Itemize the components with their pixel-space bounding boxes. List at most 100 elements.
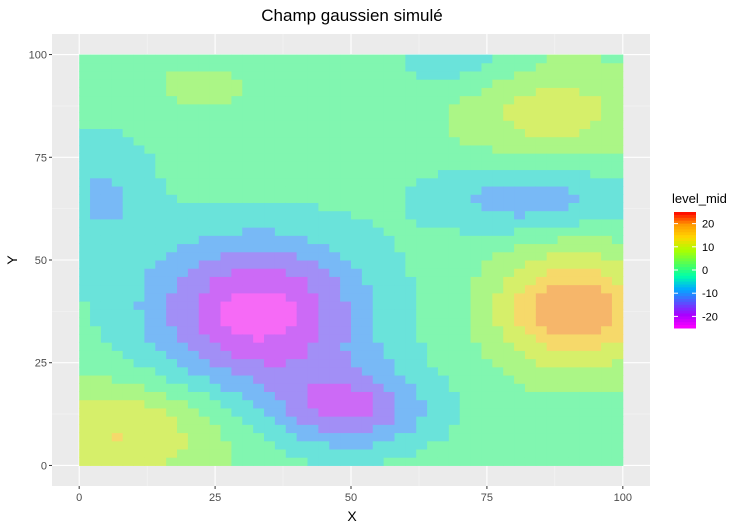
heatmap-cell <box>220 260 232 269</box>
heatmap-cell <box>177 342 189 351</box>
heatmap-cell <box>427 449 439 458</box>
heatmap-cell <box>351 62 363 72</box>
heatmap-cell <box>253 301 265 310</box>
heatmap-cell <box>242 284 254 294</box>
heatmap-cell <box>351 375 363 384</box>
heatmap-cell <box>285 186 298 195</box>
heatmap-cell <box>503 457 515 466</box>
heatmap-cell <box>187 358 200 368</box>
heatmap-cell <box>427 391 439 401</box>
heatmap-cell <box>187 260 200 269</box>
heatmap-cell <box>155 177 167 187</box>
heatmap-cell <box>405 358 417 368</box>
heatmap-cell <box>111 276 124 286</box>
heatmap-cell <box>568 227 580 236</box>
heatmap-cell <box>535 87 548 97</box>
heatmap-cell <box>198 95 211 105</box>
heatmap-cell <box>448 251 461 261</box>
heatmap-cell <box>459 325 472 335</box>
heatmap-cell <box>144 153 156 162</box>
heatmap-cell <box>100 169 113 179</box>
heatmap-cell <box>187 194 200 203</box>
heatmap-cell <box>579 391 591 401</box>
heatmap-cell <box>100 317 113 327</box>
heatmap-cell <box>394 342 406 351</box>
heatmap-cell <box>155 449 167 458</box>
heatmap-cell <box>416 103 428 113</box>
heatmap-cell <box>133 128 145 138</box>
heatmap-cell <box>231 227 243 236</box>
heatmap-cell <box>492 144 504 154</box>
heatmap-cell <box>557 95 569 105</box>
heatmap-cell <box>220 218 232 228</box>
heatmap-cell <box>568 177 580 187</box>
heatmap-cell <box>427 383 439 392</box>
heatmap-cell <box>361 169 374 179</box>
heatmap-cell <box>122 399 135 409</box>
heatmap-cell <box>361 120 374 130</box>
heatmap-cell <box>90 112 102 121</box>
heatmap-cell <box>242 128 254 138</box>
heatmap-cell <box>492 194 504 203</box>
heatmap-cell <box>133 227 145 236</box>
heatmap-cell <box>427 161 439 171</box>
heatmap-cell <box>416 416 428 425</box>
heatmap-cell <box>470 399 482 409</box>
heatmap-cell <box>351 358 363 368</box>
heatmap-cell <box>470 309 482 319</box>
legend-color-segment <box>674 296 696 300</box>
heatmap-cell <box>492 235 504 245</box>
heatmap-cell <box>122 177 135 187</box>
heatmap-cell <box>79 235 91 245</box>
heatmap-cell <box>590 243 602 253</box>
heatmap-cell <box>372 194 385 203</box>
heatmap-cell <box>514 350 526 360</box>
heatmap-cell <box>514 136 526 146</box>
heatmap-cell <box>524 194 537 203</box>
heatmap-cell <box>372 169 385 179</box>
heatmap-cell <box>79 186 91 195</box>
heatmap-cell <box>503 301 515 310</box>
heatmap-cell <box>242 260 254 269</box>
heatmap-cell <box>285 383 298 392</box>
heatmap-cell <box>459 128 472 138</box>
heatmap-cell <box>611 342 624 351</box>
heatmap-cell <box>514 153 526 162</box>
heatmap-cell <box>264 309 276 319</box>
heatmap-cell <box>90 325 102 335</box>
heatmap-cell <box>144 243 156 253</box>
heatmap-cell <box>546 120 559 130</box>
heatmap-cell <box>405 260 417 269</box>
heatmap-cell <box>177 227 189 236</box>
heatmap-cell <box>133 416 145 425</box>
heatmap-cell <box>394 54 406 64</box>
heatmap-cell <box>568 391 580 401</box>
heatmap-cell <box>111 391 124 401</box>
heatmap-cell <box>133 424 145 434</box>
heatmap-cell <box>144 260 156 269</box>
heatmap-cell <box>90 309 102 319</box>
legend-color-segment <box>674 246 696 251</box>
heatmap-cell <box>524 375 537 384</box>
heatmap-cell <box>133 70 145 80</box>
heatmap-cell <box>79 260 91 269</box>
heatmap-cell <box>133 169 145 179</box>
heatmap-cell <box>579 136 591 146</box>
heatmap-cell <box>209 260 222 269</box>
heatmap-cell <box>166 292 178 302</box>
heatmap-cell <box>492 210 504 220</box>
heatmap-cell <box>361 342 374 351</box>
heatmap-cell <box>79 342 91 351</box>
heatmap-cell <box>187 218 200 228</box>
heatmap-cell <box>340 333 352 343</box>
heatmap-cell <box>611 284 624 294</box>
heatmap-cell <box>372 186 385 195</box>
heatmap-cell <box>242 325 254 335</box>
heatmap-cell <box>318 333 330 343</box>
heatmap-cell <box>155 128 167 138</box>
heatmap-cell <box>264 457 276 466</box>
heatmap-cell <box>481 424 493 434</box>
heatmap-cell <box>579 268 591 277</box>
heatmap-cell <box>568 325 580 335</box>
heatmap-cell <box>579 87 591 97</box>
